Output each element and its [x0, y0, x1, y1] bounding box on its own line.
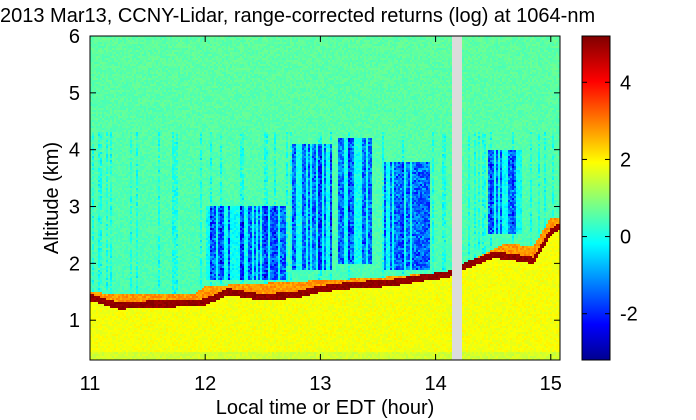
y-tick-label: 4 [69, 140, 80, 162]
x-tick-label: 11 [80, 373, 101, 395]
chart-title: 2013 Mar13, CCNY-Lidar, range-corrected … [0, 5, 595, 27]
y-tick-label: 5 [69, 83, 80, 105]
colorbar-gradient [581, 35, 611, 361]
colorbar-tick-label: 4 [620, 72, 631, 94]
y-tick-label: 6 [69, 26, 80, 48]
x-tick-label: 15 [540, 373, 562, 395]
y-tick-label: 2 [69, 253, 80, 275]
colorbar-ticks: -2 0 2 4 [582, 72, 638, 326]
y-axis: 1 2 3 4 5 6 [69, 26, 560, 332]
colorbar-tick-label: 0 [620, 227, 631, 249]
x-tick-label: 14 [424, 373, 446, 395]
plot-frame [89, 35, 561, 361]
y-axis-label: Altitude (km) [41, 142, 63, 254]
x-axis-label: Local time or EDT (hour) [216, 397, 435, 419]
x-tick-label: 13 [309, 373, 331, 395]
y-tick-label: 1 [69, 310, 80, 332]
x-axis: 11 12 13 14 15 [80, 36, 562, 395]
x-tick-label: 12 [194, 373, 216, 395]
heatmap-image [90, 36, 560, 360]
y-tick-label: 3 [69, 197, 80, 219]
colorbar-tick-label: 2 [620, 149, 631, 171]
colorbar: -2 0 2 4 [581, 35, 638, 361]
colorbar-tick-label: -2 [620, 304, 638, 326]
